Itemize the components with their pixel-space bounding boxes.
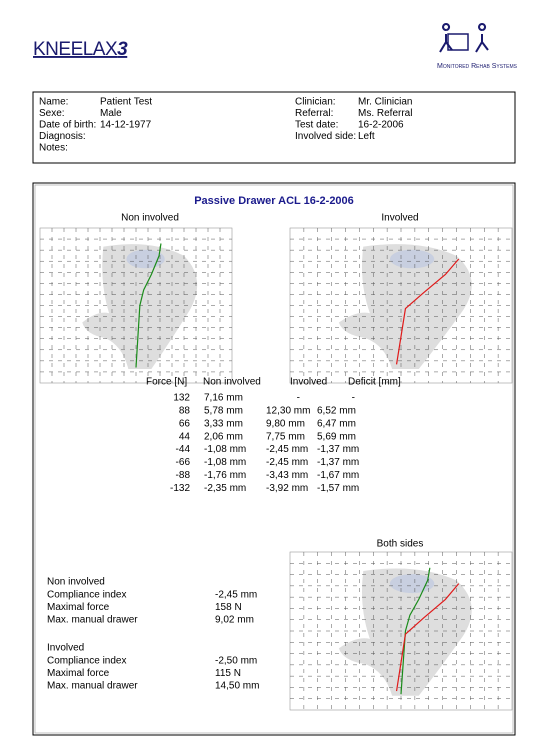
plot xyxy=(289,551,513,711)
table-cell: -88 xyxy=(176,470,191,481)
report-inner-box xyxy=(34,184,514,734)
summary-label: Compliance index xyxy=(47,590,127,601)
knee-silhouette xyxy=(338,244,472,370)
brand-suffix: 3 xyxy=(117,39,128,60)
table-cell: 12,30 mm xyxy=(266,406,310,417)
company-logo xyxy=(439,23,489,53)
plot-title: Both sides xyxy=(377,539,424,550)
table-cell: 5,78 mm xyxy=(204,406,243,417)
table-header: Involved xyxy=(290,377,327,388)
table-cell: 7,75 mm xyxy=(266,431,305,442)
table-cell: -1,76 mm xyxy=(204,470,246,481)
plot-title: Non involved xyxy=(121,213,179,224)
curve xyxy=(400,567,431,695)
table-cell: 6,52 mm xyxy=(317,406,356,417)
table-cell: - xyxy=(297,393,300,404)
field-value: 16-2-2006 xyxy=(358,120,404,131)
field-value: 14-12-1977 xyxy=(100,120,152,131)
summary-group: Involved xyxy=(47,643,84,654)
field-label: Sexe: xyxy=(39,108,65,119)
table-cell: 88 xyxy=(179,406,191,417)
table-cell: - xyxy=(352,393,355,404)
field-label: Test date: xyxy=(295,120,338,131)
field-value: Ms. Referral xyxy=(358,108,412,119)
brand: KNEELAX3 xyxy=(33,39,128,60)
field-value: Mr. Clinician xyxy=(358,97,412,108)
patient-box xyxy=(32,91,516,164)
brand-name: KNEELAX xyxy=(33,39,118,60)
table-header: Force [N] xyxy=(146,377,187,388)
summary-label: Maximal force xyxy=(47,668,110,679)
curve xyxy=(395,583,460,692)
report-title: Passive Drawer ACL 16-2-2006 xyxy=(194,195,354,207)
field-value: Left xyxy=(358,131,375,142)
table-cell: 9,80 mm xyxy=(266,418,305,429)
table-cell: -1,37 mm xyxy=(317,444,359,455)
summary-label: Max. manual drawer xyxy=(47,681,138,692)
field-value: Male xyxy=(100,108,122,119)
report-box xyxy=(32,182,516,736)
field-label: Diagnosis: xyxy=(39,131,86,142)
summary-value: 158 N xyxy=(215,602,242,613)
table-header: Deficit [mm] xyxy=(348,377,401,388)
field-label: Involved side: xyxy=(295,131,356,142)
table-header: Non involved xyxy=(203,377,261,388)
table-cell: -3,43 mm xyxy=(266,470,308,481)
table-cell: -1,37 mm xyxy=(317,457,359,468)
bone xyxy=(389,249,435,269)
field-label: Clinician: xyxy=(295,97,336,108)
table-cell: -2,45 mm xyxy=(266,444,308,455)
table-cell: -2,45 mm xyxy=(266,457,308,468)
summary-label: Compliance index xyxy=(47,656,127,667)
summary-group: Non involved xyxy=(47,577,105,588)
table-cell: 7,16 mm xyxy=(204,393,243,404)
table-cell: -1,57 mm xyxy=(317,483,359,494)
summary-label: Max. manual drawer xyxy=(47,615,138,626)
bone xyxy=(389,574,435,594)
table-cell: 2,06 mm xyxy=(204,431,243,442)
table-cell: -66 xyxy=(176,457,191,468)
field-label: Referral: xyxy=(295,108,333,119)
table-cell: -132 xyxy=(170,483,190,494)
table-cell: 44 xyxy=(179,431,191,442)
table-cell: 5,69 mm xyxy=(317,431,356,442)
curve xyxy=(395,258,460,365)
summary-value: 14,50 mm xyxy=(215,681,259,692)
table-cell: -1,08 mm xyxy=(204,444,246,455)
table-cell: 3,33 mm xyxy=(204,418,243,429)
plot-title: Involved xyxy=(381,213,418,224)
field-value: Patient Test xyxy=(100,97,152,108)
table-cell: 66 xyxy=(179,418,191,429)
company-name: Monitored Rehab Systems xyxy=(437,63,518,70)
curve xyxy=(135,243,162,368)
summary-value: -2,50 mm xyxy=(215,656,257,667)
summary-value: -2,45 mm xyxy=(215,590,257,601)
summary-value: 9,02 mm xyxy=(215,615,254,626)
field-label: Name: xyxy=(39,97,68,108)
plot xyxy=(39,227,233,384)
table-cell: -1,08 mm xyxy=(204,457,246,468)
field-label: Date of birth: xyxy=(39,120,96,131)
plot xyxy=(289,227,513,384)
summary-label: Maximal force xyxy=(47,602,110,613)
field-label: Notes: xyxy=(39,143,68,154)
table-cell: 6,47 mm xyxy=(317,418,356,429)
table-cell: -3,92 mm xyxy=(266,483,308,494)
table-cell: -1,67 mm xyxy=(317,470,359,481)
table-cell: -2,35 mm xyxy=(204,483,246,494)
summary-value: 115 N xyxy=(215,668,241,679)
table-cell: -44 xyxy=(176,444,191,455)
table-cell: 132 xyxy=(173,393,190,404)
